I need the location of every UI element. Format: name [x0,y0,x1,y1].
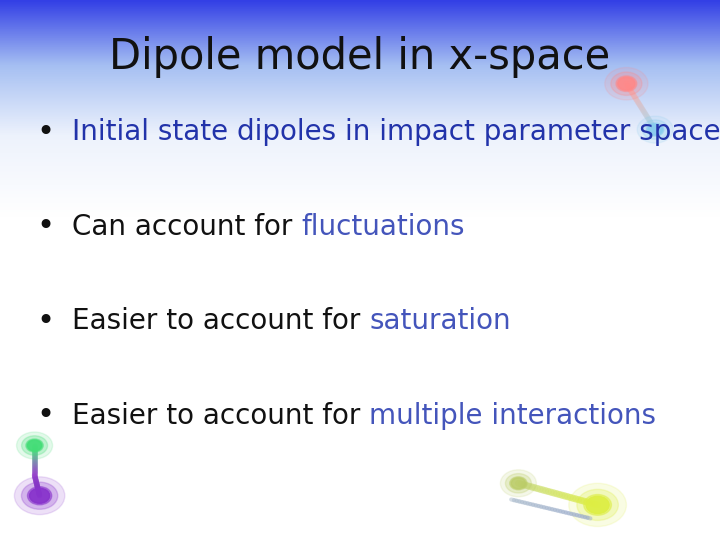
Circle shape [22,436,48,455]
Text: fluctuations: fluctuations [301,213,464,241]
Circle shape [611,72,642,96]
Text: Can account for: Can account for [72,213,301,241]
Circle shape [27,487,52,505]
Circle shape [647,123,664,136]
Circle shape [616,76,636,91]
Text: Dipole model in x-space: Dipole model in x-space [109,36,611,78]
Circle shape [511,478,526,489]
Text: Easier to account for: Easier to account for [72,307,369,335]
Text: multiple interactions: multiple interactions [369,402,656,430]
Circle shape [584,495,611,515]
Circle shape [505,474,531,493]
Text: •: • [36,401,54,430]
Circle shape [637,116,673,143]
Text: •: • [36,307,54,336]
Text: •: • [36,212,54,241]
Text: Easier to account for: Easier to account for [72,402,369,430]
Circle shape [605,68,648,100]
Circle shape [586,496,609,514]
Text: Initial state dipoles in impact parameter space: Initial state dipoles in impact paramete… [72,118,720,146]
Circle shape [27,440,42,451]
Text: •: • [36,118,54,147]
Circle shape [30,488,50,503]
Circle shape [618,77,635,90]
Text: saturation: saturation [369,307,511,335]
Circle shape [26,439,43,452]
Circle shape [577,489,618,521]
Circle shape [510,477,527,490]
Circle shape [569,483,626,526]
Circle shape [17,432,53,459]
Circle shape [642,120,668,139]
Circle shape [648,124,662,135]
Circle shape [22,482,58,509]
Circle shape [500,470,536,497]
Circle shape [14,477,65,515]
